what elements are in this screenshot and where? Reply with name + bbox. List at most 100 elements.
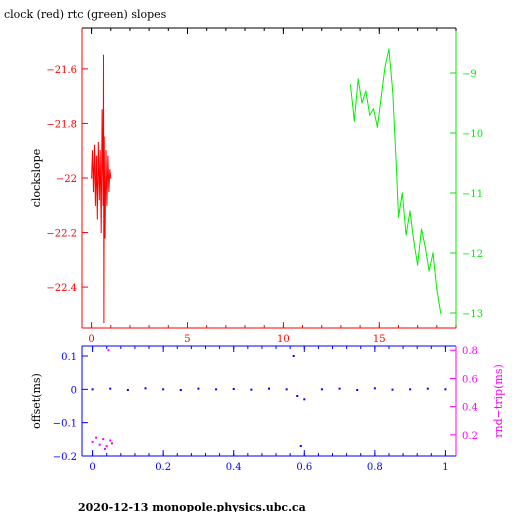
y2-tick-label: 0.4	[462, 403, 478, 414]
data-point-magenta	[110, 442, 113, 445]
data-point-green	[361, 102, 363, 104]
y-tick-label: −22.4	[46, 283, 77, 294]
data-point-blue	[179, 389, 182, 391]
data-point-blue	[391, 388, 394, 391]
y-tick-label: −0.1	[53, 419, 77, 430]
data-point-green	[409, 210, 411, 212]
data-point-blue	[444, 388, 447, 391]
footer-text: 2020-12-13 monopole.physics.ubc.ca	[78, 501, 306, 512]
data-point-blue	[91, 388, 94, 391]
data-point-red	[102, 54, 105, 56]
data-point-magenta	[102, 438, 105, 441]
data-point-green	[349, 84, 352, 86]
data-point-green	[357, 78, 359, 80]
y-tick-label: −21.8	[46, 119, 77, 130]
data-point-red	[105, 150, 107, 152]
x-tick-label: 10	[277, 334, 290, 345]
bottom-panel: 0 0.2 0.4 0.6 0.8 1 0.1 0 −0.1 −0.2 0.8 0.6 0.4 0.2 of…	[30, 345, 505, 473]
data-point-red	[102, 204, 104, 206]
x-tick-label: 0.4	[226, 462, 242, 473]
top-panel: 0 5 10 15 −21.6 −21.8 −22 −22.2 −22.4 −9 −10 −11 −12…	[30, 27, 483, 345]
data-point-magenta	[105, 445, 108, 448]
data-point-red	[100, 231, 102, 234]
data-point-blue	[320, 388, 323, 391]
data-point-green	[436, 288, 438, 290]
y-axis-label: offset(ms)	[30, 373, 43, 429]
data-point-green	[428, 270, 430, 272]
data-point-magenta	[103, 447, 106, 450]
y2-tick-label: −12	[462, 249, 483, 260]
x-tick-label: 0.8	[367, 462, 383, 473]
series-line-green	[350, 48, 442, 314]
y-axis-label: clockslope	[30, 149, 43, 207]
data-point-green	[420, 228, 423, 230]
data-point-blue	[285, 388, 288, 391]
data-point-red	[103, 321, 105, 324]
y2-tick-label: −11	[462, 189, 483, 200]
data-point-red	[90, 177, 93, 179]
data-point-blue	[292, 355, 295, 357]
data-point-green	[388, 48, 390, 50]
data-point-blue	[426, 387, 429, 390]
data-point-blue	[215, 388, 218, 391]
data-point-blue	[197, 387, 200, 390]
data-point-blue	[126, 389, 129, 391]
y2-tick-label: 0.6	[462, 374, 478, 385]
y-tick-label: −21.6	[46, 65, 77, 76]
data-point-green	[417, 264, 419, 266]
data-point-magenta	[95, 436, 98, 439]
data-point-red	[108, 191, 110, 193]
y-tick-label: −0.2	[53, 452, 77, 463]
data-point-green	[392, 90, 394, 92]
data-point-red	[104, 237, 106, 239]
y-tick-label: 0	[71, 385, 77, 396]
x-tick-label: 0	[88, 334, 94, 345]
data-point-red	[107, 155, 109, 157]
data-point-green	[397, 216, 400, 218]
data-point-green	[384, 66, 386, 68]
data-point-green	[369, 114, 371, 116]
data-point-red	[93, 144, 96, 146]
data-point-red	[109, 169, 111, 171]
data-point-green	[424, 246, 426, 248]
data-point-green	[395, 168, 398, 170]
data-point-blue	[299, 445, 302, 447]
x-tick-label: 0	[89, 462, 95, 473]
data-point-blue	[296, 395, 299, 397]
data-point-green	[405, 234, 407, 236]
y2-axis-label: rnd−trip(ms)	[492, 364, 505, 438]
data-point-magenta	[91, 440, 94, 443]
data-point-green	[376, 126, 378, 128]
y-tick-label: −22	[56, 174, 77, 185]
data-point-red	[95, 155, 97, 157]
y-tick-label: 0.1	[61, 352, 77, 363]
data-point-green	[365, 90, 367, 92]
data-point-red	[92, 191, 95, 193]
y2-tick-label: 0.8	[462, 346, 478, 357]
data-point-red	[96, 218, 98, 220]
data-point-green	[353, 120, 355, 122]
data-point-red	[94, 204, 97, 206]
data-point-magenta	[109, 439, 112, 442]
data-point-green	[401, 192, 403, 194]
y2-tick-label: −9	[462, 69, 477, 80]
data-point-blue	[303, 398, 306, 401]
x-tick-label: 15	[373, 334, 386, 345]
data-point-green	[372, 108, 375, 110]
data-point-green	[440, 312, 442, 314]
data-point-blue	[250, 388, 253, 391]
x-tick-label: 1	[442, 462, 448, 473]
data-point-blue	[409, 388, 412, 391]
data-point-red	[97, 141, 99, 144]
data-point-blue	[268, 387, 270, 390]
x-tick-label: 0.6	[296, 462, 312, 473]
data-point-blue	[232, 388, 235, 390]
data-point-red	[91, 150, 94, 152]
data-point-green	[413, 240, 415, 242]
data-point-green	[380, 96, 382, 98]
data-point-magenta	[107, 349, 110, 352]
y2-tick-label: −13	[462, 309, 483, 320]
y2-tick-label: 0.2	[462, 431, 478, 442]
data-point-red	[103, 136, 105, 138]
